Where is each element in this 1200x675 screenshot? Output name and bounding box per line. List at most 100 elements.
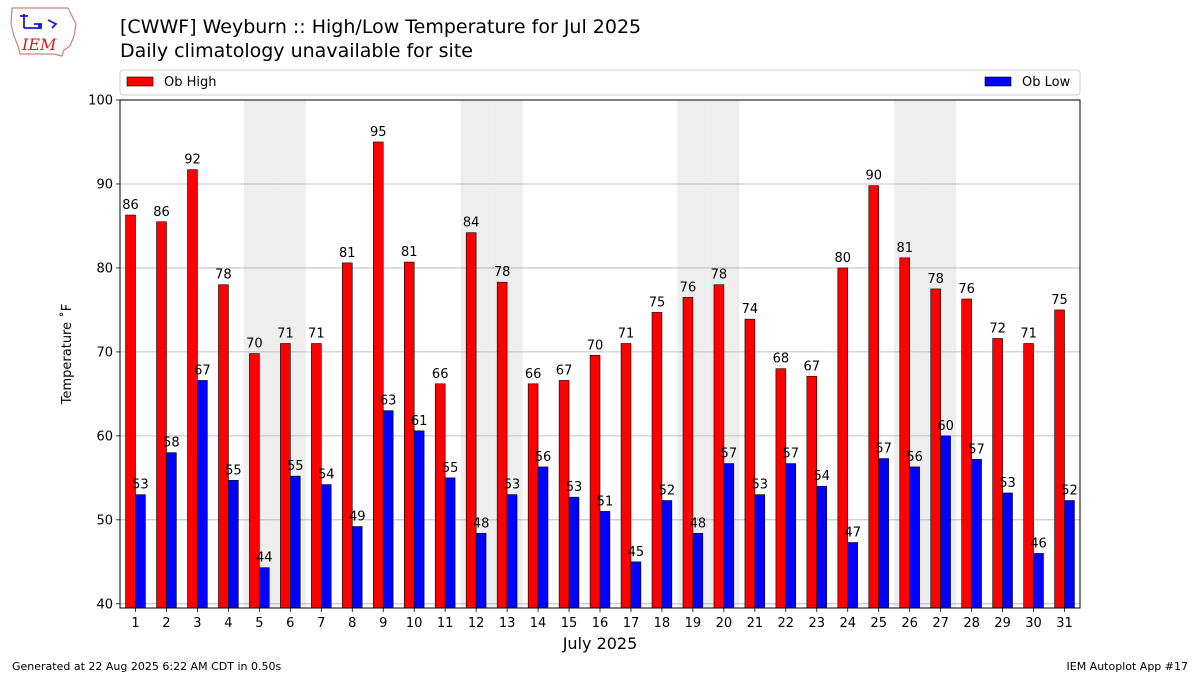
app-credit: IEM Autoplot App #17 [1066,660,1189,673]
x-tick-label: 16 [592,616,609,631]
low-bar [630,561,642,609]
high-bar [837,267,849,609]
low-bar [661,500,673,609]
high-value-label: 78 [927,272,944,287]
high-bar [156,221,167,609]
low-value-label: 47 [844,526,861,541]
low-bar [382,410,394,609]
low-value-label: 49 [349,510,366,525]
high-bar [434,383,446,609]
high-value-label: 78 [711,268,728,283]
x-tick-label: 21 [747,616,764,631]
high-value-label: 81 [401,245,418,260]
x-tick-label: 25 [870,616,887,631]
low-bar [444,477,456,609]
x-tick-label: 29 [994,616,1011,631]
legend-swatch-low [984,76,1012,87]
high-bar [249,353,260,609]
high-value-label: 70 [587,338,604,353]
y-tick-label: 50 [96,513,113,528]
low-bar [847,542,858,609]
low-bar [754,494,766,609]
low-value-label: 57 [875,442,892,457]
x-tick-label: 8 [348,616,356,631]
x-tick-label: 5 [255,616,263,631]
low-bar [475,532,487,609]
low-value-label: 52 [1061,484,1078,499]
low-bar [351,526,363,609]
y-tick-label: 60 [96,429,113,444]
iem-logo: IEM [10,7,77,57]
logo-text: IEM [21,35,57,54]
legend-box [119,69,1081,96]
low-value-label: 57 [782,447,799,462]
x-tick-label: 28 [963,616,980,631]
high-value-label: 76 [958,282,975,297]
low-value-label: 53 [999,476,1016,491]
high-value-label: 86 [122,198,139,213]
x-tick-label: 9 [379,616,387,631]
low-bar [1064,500,1075,609]
high-value-label: 76 [680,280,697,295]
low-value-label: 46 [1030,536,1047,551]
low-value-label: 63 [380,394,397,409]
low-value-label: 58 [163,436,180,451]
low-value-label: 51 [597,494,614,509]
high-value-label: 72 [989,321,1006,336]
low-bar [940,435,951,609]
low-bar [723,463,735,609]
high-value-label: 81 [339,246,356,261]
low-bar [320,484,332,609]
low-bar [692,532,704,609]
high-bar [868,185,880,609]
high-bar [682,297,694,609]
high-bar [744,318,756,609]
low-bar [259,567,270,609]
x-tick-label: 15 [561,616,578,631]
low-bar [413,430,425,609]
low-bar [197,380,208,609]
x-tick-label: 31 [1056,616,1073,631]
low-bar [816,485,827,609]
low-value-label: 60 [937,419,954,434]
x-tick-label: 17 [623,616,640,631]
high-value-label: 71 [308,327,325,342]
high-bar [992,338,1003,609]
high-bar [125,214,136,609]
x-tick-label: 4 [224,616,232,631]
x-tick-label: 26 [901,616,918,631]
low-value-label: 52 [659,484,676,499]
x-tick-label: 10 [406,616,423,631]
x-tick-label: 11 [437,616,454,631]
high-value-label: 66 [432,367,449,382]
x-tick-label: 23 [809,616,826,631]
x-tick-label: 22 [778,616,795,631]
x-axis-label: July 2025 [562,634,638,653]
low-bar [135,494,146,609]
high-value-label: 95 [370,125,387,140]
y-tick-label: 40 [96,597,113,612]
high-value-label: 66 [525,367,542,382]
high-value-label: 75 [649,295,666,310]
high-value-label: 78 [494,265,511,280]
high-value-label: 67 [556,363,573,378]
low-value-label: 48 [690,516,707,531]
high-bar [806,375,818,609]
chart-title: [CWWF] Weyburn :: High/Low Temperature f… [120,16,642,38]
high-bar [465,232,477,609]
low-value-label: 56 [535,450,552,465]
high-value-label: 68 [773,352,790,367]
low-value-label: 57 [721,447,738,462]
low-bar [537,466,549,609]
y-tick-label: 80 [96,261,113,276]
low-bar [1033,553,1044,609]
high-value-label: 75 [1051,293,1068,308]
high-bar [651,312,663,609]
high-value-label: 81 [896,241,913,256]
x-tick-label: 12 [468,616,485,631]
x-tick-label: 3 [193,616,201,631]
generated-timestamp: Generated at 22 Aug 2025 6:22 AM CDT in … [12,660,282,673]
high-bar [496,281,508,609]
weather-station-icon [20,14,58,29]
low-value-label: 48 [473,516,490,531]
